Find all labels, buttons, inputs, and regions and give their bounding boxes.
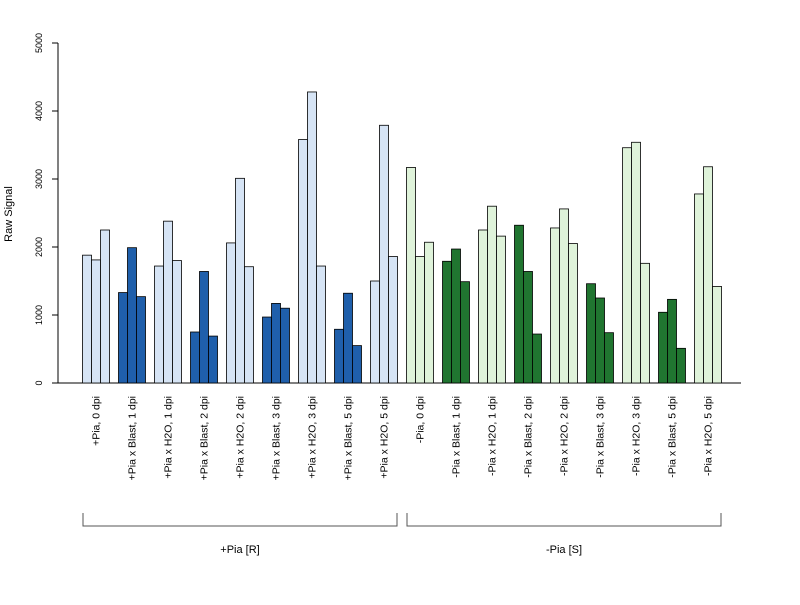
bar (460, 281, 470, 384)
x-tick-label: +Pia x H2O, 5 dpi (379, 396, 391, 479)
bar (451, 248, 461, 384)
bar (631, 141, 641, 384)
bar (343, 292, 353, 384)
x-tick-label: +Pia x H2O, 2 dpi (235, 396, 247, 479)
bar (172, 260, 182, 384)
bar (703, 166, 713, 384)
bar (244, 266, 254, 384)
bar (298, 139, 308, 384)
bar (208, 335, 218, 384)
group-bracket (406, 513, 722, 527)
bar (559, 208, 569, 384)
bar (667, 298, 677, 384)
bar (307, 91, 317, 384)
bar (568, 243, 578, 384)
bar (406, 167, 416, 384)
bar (118, 292, 128, 384)
group-bracket-label: +Pia [R] (220, 544, 259, 556)
bar (415, 256, 425, 384)
bar (676, 347, 686, 384)
bar (658, 311, 668, 384)
x-tick-label: +Pia, 0 dpi (91, 396, 103, 446)
bar (496, 235, 506, 384)
y-tick-label: 3000 (34, 169, 44, 189)
bar (478, 229, 488, 384)
bar (235, 177, 245, 384)
bar (226, 242, 236, 384)
x-tick-label: -Pia x H2O, 1 dpi (487, 396, 499, 476)
y-tick-label: 1000 (34, 305, 44, 325)
bar (100, 229, 110, 384)
bar (532, 333, 542, 384)
bar (640, 262, 650, 384)
bar (388, 256, 398, 384)
group-bracket (82, 513, 398, 527)
x-tick-label: +Pia x Blast, 3 dpi (271, 396, 283, 480)
x-tick-label: +Pia x H2O, 3 dpi (307, 396, 319, 479)
y-axis-label: Raw Signal (3, 186, 15, 242)
bar (712, 286, 722, 384)
x-tick-label: +Pia x H2O, 1 dpi (163, 396, 175, 479)
bar (379, 124, 389, 384)
bar (154, 265, 164, 384)
bar (127, 247, 137, 384)
group-bracket-label: -Pia [S] (546, 544, 582, 556)
bar (694, 193, 704, 384)
bar (271, 303, 281, 384)
bar (316, 265, 326, 384)
x-tick-label: -Pia x H2O, 3 dpi (631, 396, 643, 476)
bar (280, 307, 290, 384)
bar (334, 328, 344, 384)
x-tick-label: +Pia x Blast, 2 dpi (199, 396, 211, 480)
bar (487, 205, 497, 384)
bar (442, 260, 452, 384)
x-tick-label: -Pia x H2O, 2 dpi (559, 396, 571, 476)
bar (136, 296, 146, 384)
bar (352, 345, 362, 384)
bar (523, 271, 533, 384)
bar (163, 220, 173, 384)
bar (622, 147, 632, 384)
x-tick-label: -Pia, 0 dpi (415, 396, 427, 443)
x-tick-label: +Pia x Blast, 1 dpi (127, 396, 139, 480)
y-tick-label: 2000 (34, 237, 44, 257)
y-tick-label: 0 (34, 380, 44, 385)
bar (586, 283, 596, 384)
bar (514, 224, 524, 384)
bar (199, 271, 209, 384)
y-tick-label: 5000 (34, 33, 44, 53)
bar (370, 280, 380, 384)
y-tick-label: 4000 (34, 101, 44, 121)
bar (190, 331, 200, 384)
bar (91, 259, 101, 384)
x-tick-label: -Pia x Blast, 2 dpi (523, 396, 535, 478)
x-tick-label: -Pia x H2O, 5 dpi (703, 396, 715, 476)
bar (82, 254, 92, 384)
bar (604, 332, 614, 384)
bar (424, 241, 434, 384)
x-tick-label: -Pia x Blast, 5 dpi (667, 396, 679, 478)
x-tick-label: -Pia x Blast, 3 dpi (595, 396, 607, 478)
bar (595, 297, 605, 384)
x-tick-label: +Pia x Blast, 5 dpi (343, 396, 355, 480)
x-tick-label: -Pia x Blast, 1 dpi (451, 396, 463, 478)
bar (262, 316, 272, 384)
bar (550, 227, 560, 384)
